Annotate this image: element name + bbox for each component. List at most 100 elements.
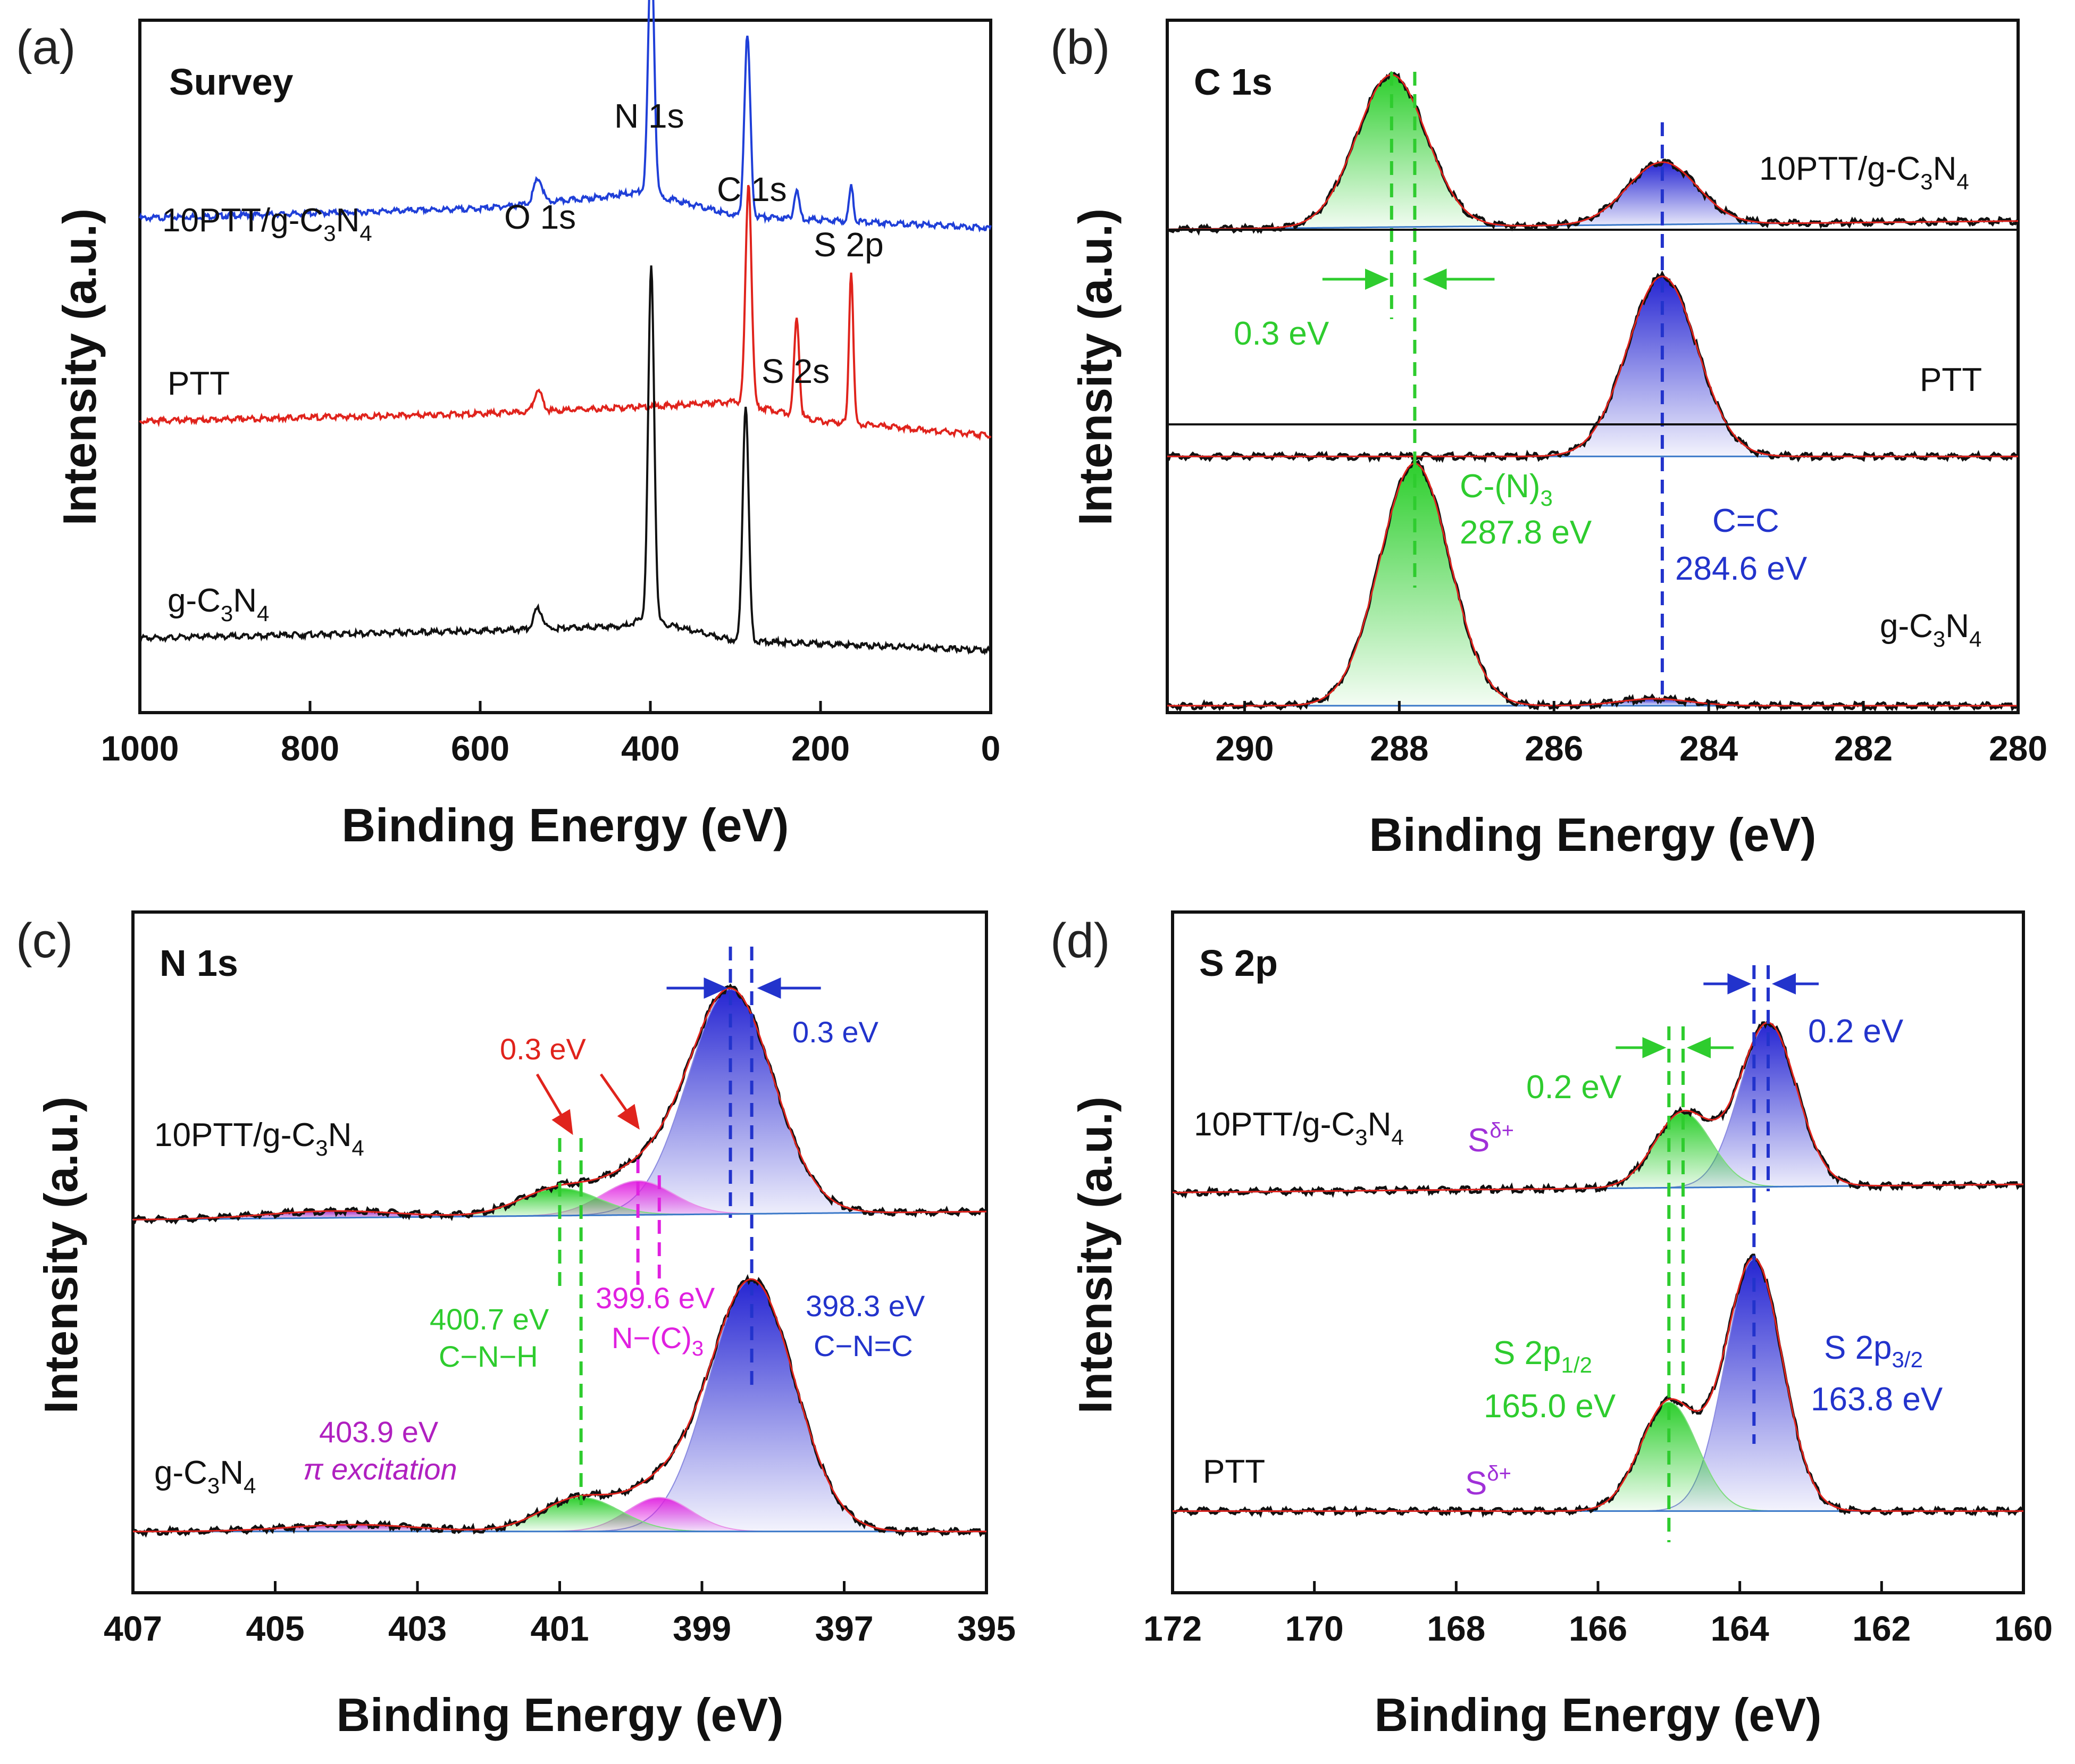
peak-label-o1s: O 1s xyxy=(504,198,576,236)
sample-label-10ptt-d: 10PTT/g-C3N4 xyxy=(1194,1106,1404,1150)
x-tick-label: 290 xyxy=(1215,729,1274,768)
panel-a-survey: (a) Survey 1000 800 600 400 200 0 Binding Ene… xyxy=(16,0,1000,851)
x-tick-label: 172 xyxy=(1143,1609,1202,1648)
x-tick-label: 403 xyxy=(388,1609,447,1648)
raw-spectrum xyxy=(1166,71,2019,236)
y-axis-title-d: Intensity (a.u.) xyxy=(1069,1097,1122,1414)
fit-envelope xyxy=(133,1278,986,1533)
shift-label-red-c: 0.3 eV xyxy=(500,1032,587,1066)
panel-letter-c: (c) xyxy=(16,914,73,968)
label-c-n-eq-c: C−N=C xyxy=(814,1329,913,1362)
x-tick-label: 1000 xyxy=(101,729,179,768)
label-n-c3: N−(C)3 xyxy=(612,1321,704,1360)
x-tick-label: 401 xyxy=(530,1609,589,1648)
survey-curves xyxy=(139,0,992,656)
raw-spectrum xyxy=(1167,458,2020,713)
energy-label-398-3: 398.3 eV xyxy=(806,1289,925,1323)
x-tick-label: 399 xyxy=(673,1609,731,1648)
panel-letter-b: (b) xyxy=(1050,20,1110,74)
fit-envelope xyxy=(1167,275,2018,457)
x-ticks-b: 290 288 286 284 282 280 xyxy=(1215,701,2047,768)
x-tick-label: 405 xyxy=(246,1609,304,1648)
survey-series-line xyxy=(139,265,992,656)
sample-label-gc3n4-c: g-C3N4 xyxy=(154,1454,256,1498)
panel-b-c1s: (b) C 1s 290 288 286 284 282 280 Binding Ener… xyxy=(1050,19,2047,861)
x-axis-title-a: Binding Energy (eV) xyxy=(342,799,789,851)
shift-label-blue-c: 0.3 eV xyxy=(792,1015,879,1049)
panel-letter-a: (a) xyxy=(16,20,76,74)
x-tick-label: 166 xyxy=(1569,1609,1627,1648)
s2p-curves xyxy=(1171,965,2025,1542)
energy-label-403-9: 403.9 eV xyxy=(319,1415,439,1449)
x-tick-label: 397 xyxy=(815,1609,873,1648)
sample-label-10ptt-b: 10PTT/g-C3N4 xyxy=(1759,151,1969,194)
fit-envelope xyxy=(1167,74,2018,230)
x-tick-label: 407 xyxy=(104,1609,162,1648)
red-arrow-2-c xyxy=(599,1073,640,1130)
fit-envelope xyxy=(1173,1257,2023,1512)
sample-label-ptt-a: PTT xyxy=(168,365,230,402)
x-axis-title-d: Binding Energy (eV) xyxy=(1375,1688,1822,1741)
energy-label-400-7: 400.7 eV xyxy=(430,1302,549,1336)
label-c-eq-c: C=C xyxy=(1712,503,1779,539)
x-tick-label: 800 xyxy=(281,729,339,768)
panel-d-s2p: (d) S 2p 172 170 168 166 164 162 160 Binding E… xyxy=(1050,910,2053,1741)
x-tick-label: 284 xyxy=(1679,729,1738,768)
energy-label-163-8: 163.8 eV xyxy=(1811,1381,1943,1418)
panel-letter-d: (d) xyxy=(1050,914,1110,968)
sample-label-10ptt-a: 10PTT/g-C3N4 xyxy=(162,202,372,246)
y-axis-title-b: Intensity (a.u.) xyxy=(1069,208,1122,526)
sample-label-gc3n4-a: g-C3N4 xyxy=(168,582,269,626)
label-s2p-1-2: S 2p1/2 xyxy=(1493,1335,1592,1377)
label-s2p-3-2: S 2p3/2 xyxy=(1824,1330,1923,1372)
raw-spectrum xyxy=(1167,270,2019,463)
x-tick-label: 162 xyxy=(1852,1609,1911,1648)
x-tick-label: 200 xyxy=(791,729,850,768)
shift-label-b: 0.3 eV xyxy=(1234,315,1329,352)
x-tick-label: 600 xyxy=(451,729,509,768)
label-c-n-h: C−N−H xyxy=(439,1340,538,1373)
x-ticks-c: 407 405 403 401 399 397 395 xyxy=(104,1581,1016,1648)
y-axis-title-c: Intensity (a.u.) xyxy=(35,1097,87,1414)
x-tick-label: 164 xyxy=(1711,1609,1769,1648)
peak-label-s2p: S 2p xyxy=(814,225,884,264)
x-tick-label: 282 xyxy=(1834,729,1893,768)
x-tick-label: 168 xyxy=(1427,1609,1485,1648)
energy-label-399-6: 399.6 eV xyxy=(596,1281,715,1315)
x-tick-label: 160 xyxy=(1994,1609,2053,1648)
energy-label-284-6: 284.6 eV xyxy=(1675,550,1808,587)
sdelta-label-bottom: Sδ+ xyxy=(1465,1462,1511,1502)
x-tick-label: 400 xyxy=(621,729,680,768)
x-ticks-a: 1000 800 600 400 200 0 xyxy=(101,701,1000,768)
sample-label-ptt-b: PTT xyxy=(1920,362,1982,398)
fit-component-green xyxy=(1167,463,2018,706)
x-tick-label: 395 xyxy=(957,1609,1016,1648)
x-axis-title-c: Binding Energy (eV) xyxy=(337,1688,784,1741)
plot-frame-a xyxy=(138,19,992,714)
peak-label-n1s: N 1s xyxy=(614,97,684,135)
panel-c-n1s: (c) N 1s 407 405 403 401 399 397 395 Binding E… xyxy=(16,910,1016,1741)
y-axis-title-a: Intensity (a.u.) xyxy=(53,208,106,526)
panel-title-b: C 1s xyxy=(1194,61,1273,103)
shift-label-green-d: 0.2 eV xyxy=(1526,1069,1622,1106)
energy-label-287-8: 287.8 eV xyxy=(1460,514,1592,551)
peak-label-c1s: C 1s xyxy=(717,170,787,208)
x-tick-label: 280 xyxy=(1989,729,2047,768)
fit-envelope xyxy=(1172,1022,2023,1193)
sample-label-ptt-d: PTT xyxy=(1203,1453,1265,1490)
fit-envelope xyxy=(1167,462,2018,707)
sample-label-10ptt-c: 10PTT/g-C3N4 xyxy=(154,1117,364,1160)
peak-label-s2s: S 2s xyxy=(762,352,830,390)
x-tick-label: 286 xyxy=(1525,729,1583,768)
panel-title-d: S 2p xyxy=(1199,942,1278,984)
x-ticks-d: 172 170 168 166 164 162 160 xyxy=(1143,1581,2053,1648)
x-tick-label: 170 xyxy=(1285,1609,1344,1648)
plot-frame-b xyxy=(1166,19,2020,714)
panel-title-c: N 1s xyxy=(160,942,238,984)
sample-label-gc3n4-b: g-C3N4 xyxy=(1880,608,1981,651)
n1s-curves xyxy=(132,947,988,1538)
label-pi-excitation: π excitation xyxy=(303,1452,457,1486)
shift-label-blue-d: 0.2 eV xyxy=(1808,1013,1904,1050)
survey-series-line xyxy=(139,185,992,441)
